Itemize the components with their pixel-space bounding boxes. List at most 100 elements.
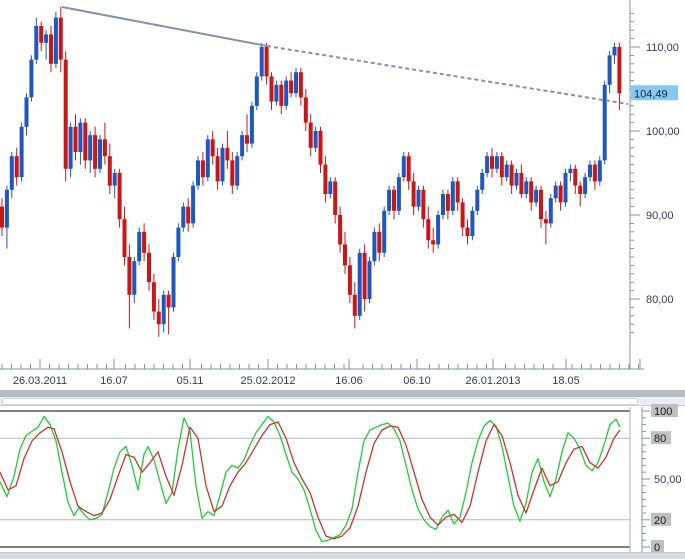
candle-up — [563, 173, 568, 203]
candle-up — [416, 189, 421, 207]
candle-down — [127, 257, 132, 295]
candle-up — [4, 189, 9, 228]
candle-up — [294, 72, 298, 94]
candle-down — [107, 156, 112, 186]
trendline-solid — [61, 6, 268, 47]
horizontal-scrollbar-thumb[interactable] — [2, 398, 638, 405]
candle-down — [186, 206, 191, 224]
candle-up — [367, 261, 372, 299]
candle-down — [58, 17, 63, 60]
candle-up — [191, 185, 196, 224]
candle-up — [88, 135, 93, 161]
candle-down — [431, 240, 436, 245]
candle-up — [181, 206, 186, 228]
candle-down — [166, 294, 171, 308]
candle-up — [19, 126, 24, 178]
candle-up — [259, 47, 264, 77]
candle-up — [328, 181, 333, 194]
candle-up — [553, 185, 558, 199]
horizontal-scrollbar[interactable] — [0, 397, 685, 406]
candle-down — [362, 252, 367, 299]
current-price-tag-bg — [631, 85, 678, 101]
stoch-axis-label: 50,00 — [654, 474, 682, 486]
candle-up — [494, 156, 499, 169]
stochastic-slow-line — [0, 421, 621, 540]
stochastic-axes: 100 80 50,00 20 0 — [629, 404, 682, 554]
candle-up — [597, 160, 602, 182]
candle-up — [171, 257, 176, 308]
candle-up — [534, 189, 539, 203]
candle-down — [323, 164, 328, 194]
candle-down — [142, 231, 147, 253]
candle-down — [421, 189, 426, 220]
stochastic-panel[interactable]: 100 80 50,00 20 0 — [0, 390, 685, 559]
candle-down — [245, 135, 249, 144]
candle-up — [441, 194, 445, 215]
candle-down — [39, 26, 44, 43]
candle-down — [63, 59, 68, 169]
candle-down — [289, 80, 294, 94]
trendline-dashed — [266, 45, 629, 105]
candle-up — [470, 210, 475, 236]
stoch-axis-label: 80 — [654, 433, 666, 445]
candle-up — [396, 177, 401, 211]
candle-down — [308, 122, 313, 148]
level-label-bg — [651, 512, 671, 526]
candle-up — [44, 34, 49, 43]
candle-down — [151, 282, 156, 312]
candle-down — [215, 156, 220, 182]
candle-down — [578, 185, 583, 194]
candle-up — [514, 173, 519, 186]
candle-up — [161, 294, 166, 325]
stoch-axis-label: 20 — [654, 515, 666, 527]
stoch-axis-label: 0 — [654, 542, 660, 554]
candle-up — [98, 139, 102, 169]
date-label: 26.01.2013 — [465, 375, 520, 387]
candle-down — [509, 164, 514, 186]
candle-up — [548, 198, 553, 224]
candle-up — [313, 131, 318, 148]
candle-down — [210, 139, 215, 157]
date-label: 26.03.2011 — [13, 375, 67, 387]
candle-up — [450, 181, 455, 211]
candle-up — [24, 97, 29, 127]
candle-up — [588, 164, 592, 178]
candle-up — [112, 173, 117, 186]
bottom-scroll-strip[interactable] — [0, 552, 685, 559]
panel-splitter[interactable] — [0, 390, 685, 397]
candle-down — [83, 122, 88, 161]
candle-up — [9, 156, 14, 190]
candle-up — [401, 156, 406, 178]
candle-up — [68, 126, 73, 169]
candle-down — [93, 135, 98, 169]
candle-up — [612, 47, 617, 56]
candle-down — [49, 34, 53, 64]
candle-down — [117, 173, 122, 220]
candle-down — [558, 185, 563, 203]
candle-up — [607, 55, 612, 85]
candle-up — [382, 210, 387, 253]
candle-down — [352, 294, 357, 316]
date-label: 06.10 — [403, 375, 431, 387]
candle-down — [102, 139, 107, 157]
candle-up — [235, 156, 240, 186]
candle-up — [240, 135, 245, 157]
candle-up — [137, 231, 142, 262]
candle-up — [602, 84, 607, 161]
candle-down — [392, 189, 396, 211]
candle-up — [284, 80, 289, 106]
price-chart-panel[interactable]: 110,00 100,00 90,00 80,00 26.03.2011 16.07 05.… — [0, 0, 685, 390]
level-label-bg — [651, 540, 664, 553]
current-price-label: 104,49 — [634, 88, 668, 100]
stochastic-fast-line — [0, 415, 621, 543]
price-axis-label: 80,00 — [646, 294, 674, 306]
candle-down — [279, 84, 284, 106]
date-label: 16.06 — [335, 375, 363, 387]
candle-down — [343, 244, 347, 266]
candle-up — [254, 76, 259, 106]
candle-down — [490, 156, 494, 169]
candle-up — [205, 139, 210, 178]
candle-up — [53, 17, 58, 64]
stochastic-level-lines — [0, 410, 630, 548]
